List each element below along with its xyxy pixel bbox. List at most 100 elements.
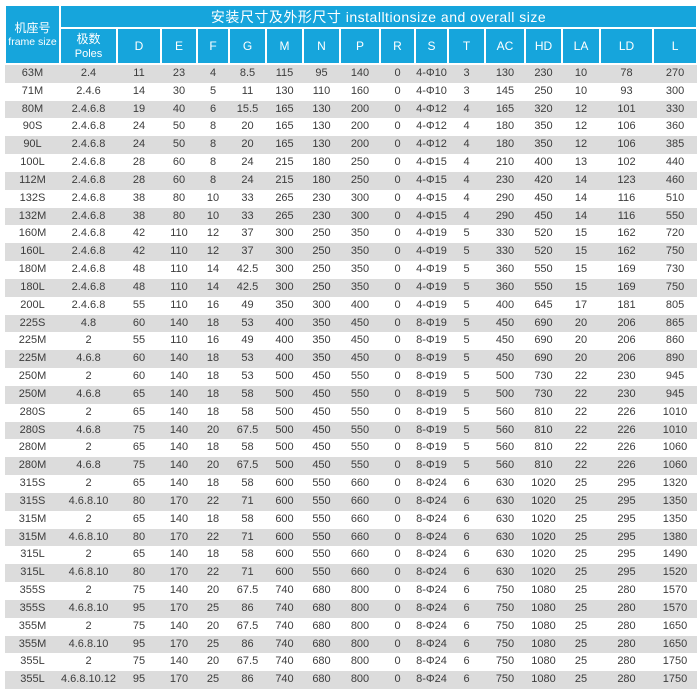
cell-r: 0 bbox=[394, 67, 401, 79]
cell-p: 660 bbox=[350, 494, 370, 507]
cell-n: 350 bbox=[312, 316, 331, 329]
cell-p: 350 bbox=[350, 245, 370, 258]
cell-poles: 2.4.6.8 bbox=[71, 245, 106, 258]
cell-r: 0 bbox=[394, 673, 401, 686]
cell-g: 42.5 bbox=[236, 280, 259, 293]
cell-m: 740 bbox=[275, 673, 294, 686]
cell-t: 4 bbox=[463, 120, 470, 133]
table-row: 315S 2 65 140 18 58 600 550 660 0 8-Φ24 6 630 1020 25 2… bbox=[5, 475, 698, 493]
cell-l: 1490 bbox=[662, 548, 688, 561]
cell-e: 110 bbox=[170, 263, 188, 276]
cell-la: 25 bbox=[574, 548, 588, 561]
column-header-ld: LD bbox=[599, 27, 654, 65]
cell-poles: 2.4.6.8 bbox=[71, 156, 106, 169]
cell-r: 0 bbox=[394, 566, 401, 579]
column-header-s: S bbox=[414, 27, 449, 65]
cell-poles: 2.4.6.8 bbox=[71, 298, 106, 311]
cell-poles: 2 bbox=[85, 441, 92, 454]
cell-r: 0 bbox=[394, 263, 401, 276]
cell-frame_size: 71M bbox=[21, 84, 44, 97]
cell-m: 500 bbox=[275, 459, 294, 472]
cell-t: 5 bbox=[463, 441, 470, 454]
cell-ld: 295 bbox=[617, 548, 636, 561]
cell-hd: 230 bbox=[534, 67, 553, 79]
cell-s: 8-Φ19 bbox=[416, 459, 447, 472]
cell-g: 71 bbox=[241, 566, 254, 579]
cell-s: 8-Φ24 bbox=[416, 494, 447, 507]
cell-f: 25 bbox=[206, 601, 220, 614]
cell-l: 1350 bbox=[662, 512, 688, 525]
cell-ac: 500 bbox=[495, 387, 515, 400]
cell-frame_size: 90S bbox=[22, 120, 43, 133]
table-row: 280M 4.6.8 75 140 20 67.5 500 450 550 0 8-Φ19 5 560 8… bbox=[5, 457, 698, 476]
column-header-p: P bbox=[339, 27, 381, 65]
cell-l: 1570 bbox=[662, 584, 688, 597]
cell-s: 8-Φ19 bbox=[416, 370, 447, 383]
cell-frame_size: 112M bbox=[19, 173, 46, 186]
cell-e: 140 bbox=[169, 477, 189, 490]
column-header-frame-size: 机座号 frame size bbox=[4, 4, 61, 65]
cell-p: 450 bbox=[350, 316, 370, 329]
cell-p: 450 bbox=[350, 352, 370, 365]
cell-d: 95 bbox=[132, 673, 146, 686]
cell-d: 28 bbox=[132, 173, 146, 186]
cell-ac: 560 bbox=[495, 405, 515, 418]
cell-l: 330 bbox=[665, 102, 685, 115]
cell-la: 22 bbox=[574, 441, 588, 454]
cell-p: 550 bbox=[350, 405, 370, 418]
cell-n: 450 bbox=[312, 405, 331, 418]
cell-s: 4-Φ19 bbox=[416, 245, 447, 258]
cell-ld: 169 bbox=[617, 280, 636, 293]
cell-m: 215 bbox=[275, 156, 294, 169]
column-header-d: D bbox=[116, 27, 162, 65]
cell-ac: 750 bbox=[495, 673, 515, 686]
cell-r: 0 bbox=[394, 102, 401, 115]
table-row: 160M 2.4.6.8 42 110 12 37 300 250 350 0 4-Φ19 5 330 5… bbox=[5, 225, 698, 244]
cell-s: 8-Φ24 bbox=[416, 512, 447, 525]
poles-label-en: Poles bbox=[74, 47, 103, 60]
cell-hd: 520 bbox=[534, 227, 553, 240]
cell-e: 110 bbox=[170, 280, 188, 293]
cell-r: 0 bbox=[394, 370, 401, 383]
cell-e: 140 bbox=[169, 512, 189, 525]
cell-s: 8-Φ24 bbox=[416, 655, 447, 668]
cell-frame_size: 355L bbox=[20, 673, 45, 686]
cell-ac: 630 bbox=[495, 530, 515, 543]
cell-poles: 2 bbox=[85, 584, 92, 597]
cell-l: 750 bbox=[665, 280, 685, 293]
cell-t: 3 bbox=[463, 67, 470, 79]
cell-p: 660 bbox=[350, 548, 370, 561]
cell-s: 4-Φ12 bbox=[416, 120, 447, 133]
cell-hd: 550 bbox=[534, 280, 553, 293]
cell-frame_size: 63M bbox=[21, 67, 44, 79]
cell-m: 740 bbox=[275, 584, 294, 597]
cell-m: 600 bbox=[275, 566, 294, 579]
cell-n: 250 bbox=[312, 280, 331, 293]
cell-n: 680 bbox=[312, 637, 331, 650]
table-row: 160L 2.4.6.8 42 110 12 37 300 250 350 0 4-Φ19 5 330 5… bbox=[5, 243, 698, 262]
cell-f: 22 bbox=[206, 530, 220, 543]
cell-g: 11 bbox=[241, 84, 254, 97]
cell-t: 5 bbox=[463, 370, 470, 383]
cell-la: 22 bbox=[574, 370, 588, 383]
cell-la: 10 bbox=[574, 84, 588, 97]
cell-r: 0 bbox=[394, 459, 401, 472]
cell-e: 140 bbox=[169, 655, 189, 668]
cell-frame_size: 315M bbox=[18, 512, 47, 525]
table-row: 90L 2.4.6.8 24 50 8 20 165 130 200 0 4-Φ12 4 180 350 1… bbox=[5, 136, 698, 155]
cell-d: 55 bbox=[132, 334, 146, 347]
cell-d: 42 bbox=[132, 227, 146, 240]
cell-l: 1750 bbox=[662, 655, 688, 668]
cell-hd: 550 bbox=[534, 263, 553, 276]
cell-hd: 1080 bbox=[531, 584, 556, 597]
table-row: 71M 2.4.6 14 30 5 11 130 110 160 0 4-Φ10 3 145 250 10 9… bbox=[5, 82, 698, 101]
cell-ac: 750 bbox=[495, 601, 515, 614]
cell-p: 800 bbox=[350, 637, 370, 650]
cell-e: 170 bbox=[169, 530, 189, 543]
cell-f: 18 bbox=[206, 387, 220, 400]
table-row: 315L 2 65 140 18 58 600 550 660 0 8-Φ24 6 630 1020 25 2… bbox=[5, 546, 698, 565]
cell-d: 75 bbox=[132, 584, 146, 597]
cell-d: 19 bbox=[132, 102, 146, 115]
cell-l: 1320 bbox=[662, 477, 688, 490]
